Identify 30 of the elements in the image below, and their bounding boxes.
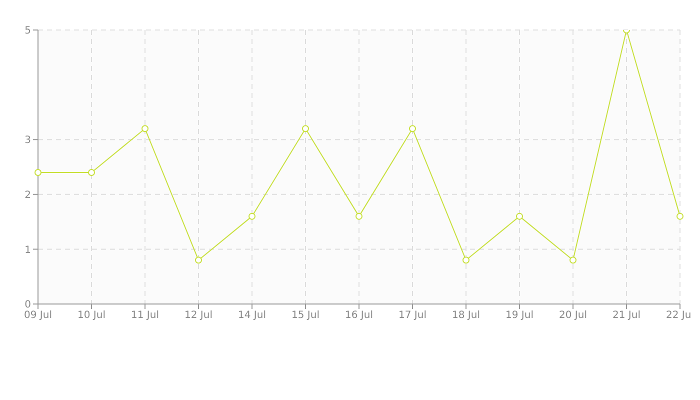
- x-tick-label: 15 Jul: [292, 310, 320, 322]
- x-tick-label: 14 Jul: [238, 310, 266, 322]
- point: [570, 256, 576, 264]
- point: [88, 168, 95, 176]
- x-tick-label: 22 Jul: [666, 310, 694, 322]
- x-tick-label: 20 Jul: [559, 310, 587, 322]
- point: [195, 256, 202, 264]
- point: [302, 125, 309, 132]
- point: [248, 212, 256, 220]
- x-tick-label: 12 Jul: [184, 310, 212, 322]
- y-tick-label: 3: [24, 135, 31, 146]
- x-tick-label: 19 Jul: [506, 310, 534, 322]
- x-tick-label: 16 Jul: [345, 310, 373, 322]
- x-tick-label: 21 Jul: [612, 310, 640, 322]
- x-tick-label: 17 Jul: [398, 310, 426, 322]
- point: [356, 212, 362, 220]
- x-tick-label: 11 Jul: [131, 310, 159, 322]
- x-tick-label: 09 Jul: [24, 310, 52, 322]
- y-tick-label: 5: [24, 26, 31, 37]
- x-tick-label: 10 Jul: [78, 310, 106, 322]
- point: [516, 212, 523, 220]
- point: [462, 256, 470, 264]
- point: [34, 168, 42, 176]
- x-tick-label: 18 Jul: [452, 310, 480, 322]
- point: [676, 212, 684, 220]
- point: [142, 125, 148, 132]
- y-tick-label: 2: [24, 190, 31, 201]
- point: [409, 125, 416, 132]
- y-tick-label: 1: [24, 244, 31, 256]
- y-tick-label: 0: [24, 300, 31, 311]
